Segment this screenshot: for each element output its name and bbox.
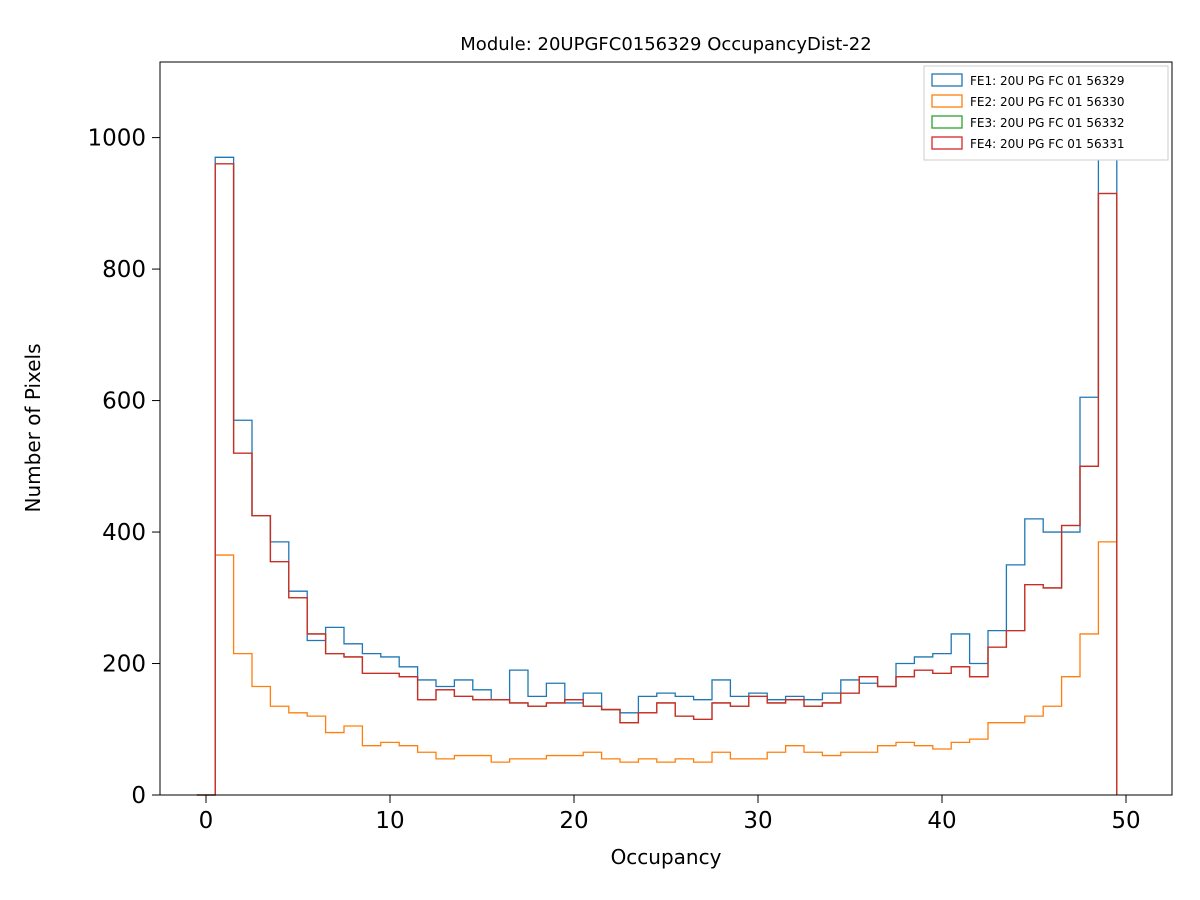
legend-item: FE3: 20U PG FC 01 56332 xyxy=(931,115,1125,130)
legend: FE1: 20U PG FC 01 56329 FE2: 20U PG FC 01… xyxy=(923,65,1169,161)
legend-swatch xyxy=(931,73,963,87)
y-tick-label: 1000 xyxy=(87,126,146,152)
x-tick-label: 10 xyxy=(375,808,404,834)
legend-item: FE1: 20U PG FC 01 56329 xyxy=(931,73,1125,88)
legend-swatch xyxy=(931,136,963,150)
legend-swatch xyxy=(931,94,963,108)
series-path-fe4 xyxy=(196,163,1118,796)
legend-label: FE4: 20U PG FC 01 56331 xyxy=(970,137,1125,151)
x-tick-label: 20 xyxy=(559,808,588,834)
legend-label: FE1: 20U PG FC 01 56329 xyxy=(970,74,1125,88)
x-tick-label: 0 xyxy=(199,808,214,834)
legend-box xyxy=(923,65,1169,161)
legend-label: FE3: 20U PG FC 01 56332 xyxy=(970,116,1125,130)
x-tick-label: 40 xyxy=(927,808,956,834)
y-tick-label: 600 xyxy=(102,389,146,415)
plot-frame xyxy=(159,61,1173,796)
x-tick-label: 30 xyxy=(743,808,772,834)
y-tick-label: 0 xyxy=(131,783,146,809)
chart-title: Module: 20UPGFC0156329 OccupancyDist-22 xyxy=(460,34,871,55)
x-tick-label: 50 xyxy=(1111,808,1140,834)
series-path-fe2 xyxy=(196,541,1118,796)
legend-swatch xyxy=(931,115,963,129)
y-tick-label: 800 xyxy=(102,257,146,283)
legend-item: FE2: 20U PG FC 01 56330 xyxy=(931,94,1125,109)
series-path-fe1 xyxy=(196,97,1118,796)
plot-area: 0 10 20 30 40 50 0 200 400 600 800 1000 FE1: 20U PG … xyxy=(87,61,1173,834)
legend-label: FE2: 20U PG FC 01 56330 xyxy=(970,95,1125,109)
y-axis-label: Number of Pixels xyxy=(21,343,45,512)
x-axis-label: Occupancy xyxy=(611,845,722,869)
y-tick-label: 200 xyxy=(102,652,146,678)
y-tick-label: 400 xyxy=(102,520,146,546)
series-path-fe3 xyxy=(196,163,1118,796)
legend-item: FE4: 20U PG FC 01 56331 xyxy=(931,136,1125,151)
